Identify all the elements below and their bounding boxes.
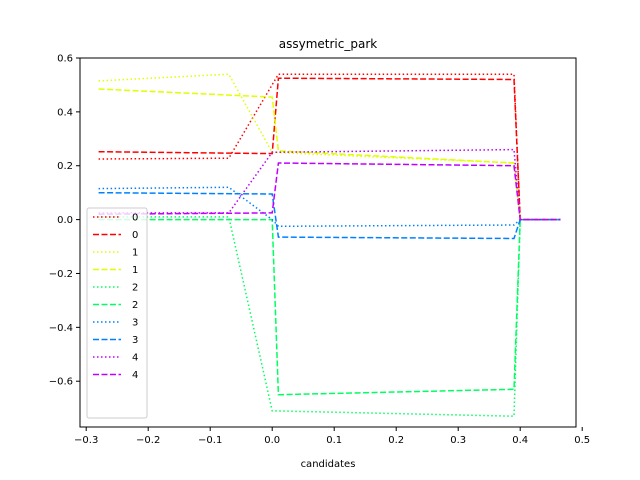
y-tick-label: 0.0 — [57, 215, 73, 226]
legend-label: 2 — [132, 283, 138, 294]
series-line-4-dotted — [98, 216, 561, 417]
series-line-5-dashed — [98, 218, 561, 396]
series-line-7-dashed — [98, 191, 561, 240]
y-axis: −0.6 −0.4 −0.2 0.0 0.2 0.4 0.6 — [49, 54, 80, 388]
x-tick-label: −0.3 — [74, 435, 98, 446]
series-layer — [98, 73, 561, 417]
legend-label: 4 — [132, 353, 138, 364]
y-tick-label: 0.6 — [57, 54, 73, 65]
series-line-9-dashed — [98, 162, 561, 221]
chart-title: assymetric_park — [279, 37, 378, 51]
x-tick-label: 0.5 — [574, 435, 590, 446]
legend-label: 3 — [132, 335, 138, 346]
legend-label: 4 — [132, 370, 138, 381]
x-axis: −0.3 −0.2 −0.1 0.0 0.1 0.2 0.3 0.4 0.5 — [74, 427, 590, 446]
series-line-8-dotted — [98, 148, 561, 221]
x-axis-title: candidates — [301, 459, 356, 470]
series-line-0-dotted — [98, 73, 561, 221]
x-tick-label: 0.0 — [264, 435, 280, 446]
y-tick-label: 0.4 — [57, 107, 73, 118]
y-tick-label: −0.6 — [49, 377, 73, 388]
x-tick-label: −0.2 — [136, 435, 160, 446]
y-tick-label: 0.2 — [57, 161, 73, 172]
axes-layer — [79, 57, 577, 428]
legend-box — [86, 207, 148, 419]
legend: 0 0 1 1 2 2 3 3 4 4 — [86, 207, 148, 419]
x-tick-label: 0.3 — [450, 435, 466, 446]
x-tick-label: 0.4 — [512, 435, 528, 446]
y-tick-label: −0.2 — [49, 269, 73, 280]
x-tick-label: 0.1 — [326, 435, 342, 446]
legend-label: 1 — [132, 248, 138, 259]
legend-label: 0 — [132, 230, 138, 241]
legend-label: 1 — [132, 265, 138, 276]
y-tick-label: −0.4 — [49, 323, 73, 334]
series-line-2-dotted — [98, 73, 561, 221]
legend-label: 0 — [132, 213, 138, 224]
series-line-1-dashed — [98, 77, 561, 221]
legend-label: 3 — [132, 318, 138, 329]
plot-frame — [79, 57, 577, 428]
x-tick-label: −0.1 — [198, 435, 222, 446]
legend-label: 2 — [132, 300, 138, 311]
x-tick-label: 0.2 — [388, 435, 404, 446]
